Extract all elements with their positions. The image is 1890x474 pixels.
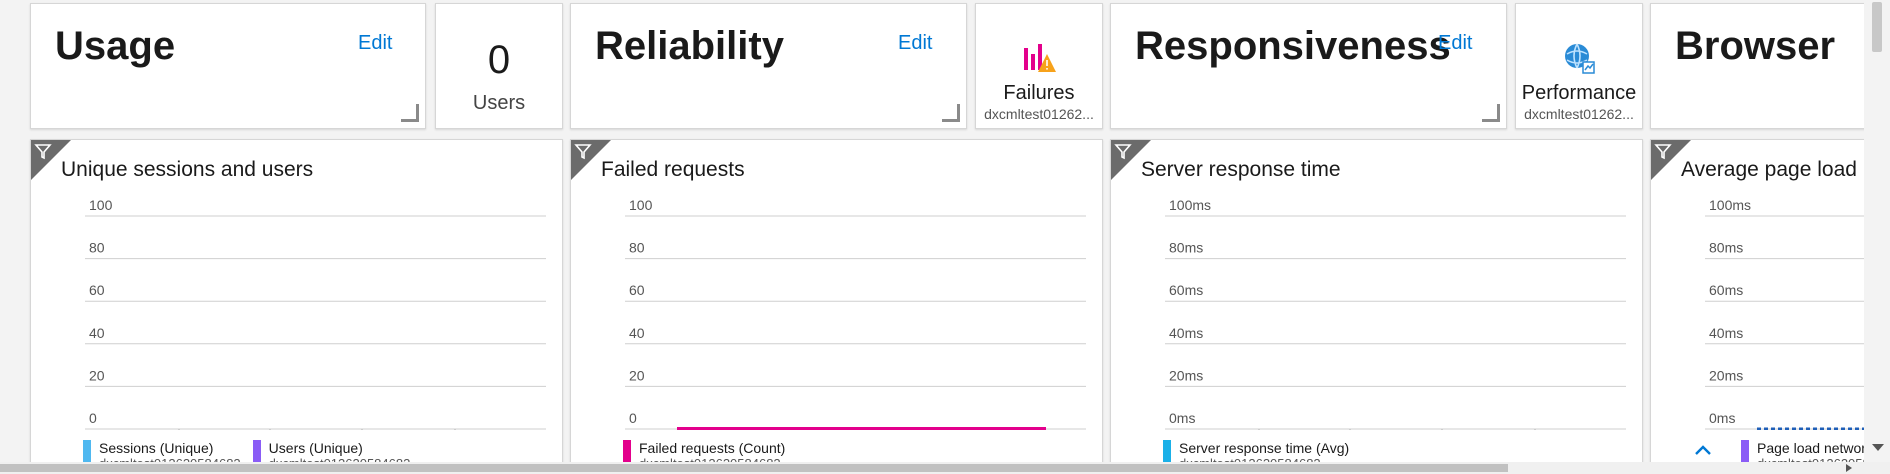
resize-handle-icon[interactable] (942, 104, 960, 122)
y-tick-label: 0 (89, 410, 97, 426)
responsiveness-edit-link[interactable]: Edit (1438, 32, 1473, 54)
performance-link-subtitle: dxcmltest01262... (1524, 106, 1634, 122)
y-tick-label: 0ms (1169, 410, 1195, 426)
responsiveness-tile: Responsiveness Edit (1110, 3, 1507, 129)
chart-tile-server[interactable]: Server response time 0ms 20ms 40ms 60ms 80ms… (1110, 139, 1643, 469)
vertical-scroll-thumb[interactable] (1872, 2, 1882, 52)
reliability-edit-link[interactable]: Edit (898, 32, 933, 54)
legend-swatch (1741, 440, 1749, 468)
chart-tile-sessions[interactable]: Unique sessions and users 0204060801006 … (30, 139, 563, 469)
chart-plot: 0204060801006 PMAug 106 AM12 PMUTC (85, 197, 546, 430)
horizontal-scrollbar[interactable] (0, 462, 1890, 474)
scroll-right-arrow-icon[interactable] (1846, 464, 1852, 472)
failures-link-title: Failures (1003, 82, 1075, 104)
failures-link-subtitle: dxcmltest01262... (984, 106, 1094, 122)
legend-swatch (623, 440, 631, 468)
y-tick-label: 40ms (1709, 325, 1743, 341)
y-tick-label: 0ms (1709, 410, 1735, 426)
reliability-tile: Reliability Edit (570, 3, 967, 129)
browser-tile: Browser (1650, 3, 1890, 129)
chart-title: Server response time (1141, 158, 1341, 181)
chart-plot: 0ms20ms40ms60ms80ms100ms6 PM (1705, 197, 1889, 430)
performance-link-tile[interactable]: Performance dxcmltest01262... (1515, 3, 1643, 129)
usage-edit-link[interactable]: Edit (358, 32, 393, 54)
legend-label: Server response time (Avg) (1179, 440, 1350, 456)
reliability-title: Reliability (595, 24, 784, 68)
y-tick-label: 100ms (1169, 197, 1211, 213)
y-tick-label: 80 (629, 240, 645, 256)
chart-tile-pageload[interactable]: Average page load 0ms 20ms 40ms 60ms 80ms 100… (1650, 139, 1890, 469)
y-tick-label: 80 (89, 240, 105, 256)
y-tick-label: 100 (629, 197, 653, 213)
y-tick-label: 60 (629, 282, 645, 298)
performance-icon (1565, 43, 1595, 74)
chevron-up-icon[interactable] (1694, 444, 1712, 456)
y-tick-label: 80ms (1169, 240, 1203, 256)
scroll-down-arrow-icon[interactable] (1872, 444, 1884, 451)
legend-label: Sessions (Unique) (99, 440, 214, 456)
legend-label: Failed requests (Count) (639, 440, 786, 456)
legend-label: Page load network (1757, 440, 1873, 456)
y-tick-label: 80ms (1709, 240, 1743, 256)
performance-link-title: Performance (1521, 82, 1637, 104)
filter-icon[interactable] (1654, 143, 1672, 161)
chart-title: Unique sessions and users (61, 158, 314, 181)
horizontal-scroll-thumb[interactable] (0, 464, 1508, 472)
y-tick-label: 60ms (1709, 282, 1743, 298)
legend-swatch (83, 440, 91, 468)
filter-icon[interactable] (34, 143, 52, 161)
y-tick-label: 60ms (1169, 282, 1203, 298)
vertical-scrollbar[interactable] (1864, 0, 1890, 462)
chart-tile-failed[interactable]: Failed requests 0204060801006 PMAug 106 … (570, 139, 1103, 469)
legend-swatch (1163, 440, 1171, 468)
users-metric-tile[interactable]: 0 Users (435, 3, 563, 129)
failures-icon (1024, 44, 1056, 72)
responsiveness-title: Responsiveness (1135, 24, 1451, 68)
y-tick-label: 60 (89, 282, 105, 298)
filter-icon[interactable] (1114, 143, 1132, 161)
users-count: 0 (487, 38, 511, 82)
resize-handle-icon[interactable] (1482, 104, 1500, 122)
y-tick-label: 40 (89, 325, 105, 341)
y-tick-label: 20ms (1169, 367, 1203, 383)
y-tick-label: 100ms (1709, 197, 1751, 213)
chart-plot: 0ms20ms40ms60ms80ms100ms6 PMAug 106 AM12… (1165, 197, 1626, 430)
chart-plot: 0204060801006 PMAug 106 AM12 PMUTC (625, 197, 1086, 430)
usage-title: Usage (55, 24, 176, 68)
usage-tile: Usage Edit (30, 3, 426, 129)
failures-link-tile[interactable]: Failures dxcmltest01262... (975, 3, 1103, 129)
y-tick-label: 20 (89, 367, 105, 383)
chart-title: Average page load (1681, 158, 1857, 181)
chart-title: Failed requests (601, 158, 745, 181)
resize-handle-icon[interactable] (401, 104, 419, 122)
y-tick-label: 40ms (1169, 325, 1203, 341)
users-label: Users (472, 92, 526, 114)
y-tick-label: 20 (629, 367, 645, 383)
legend-swatch (252, 440, 261, 468)
y-tick-label: 0 (629, 410, 637, 426)
y-tick-label: 20ms (1709, 367, 1743, 383)
legend-label: Users (Unique) (268, 440, 363, 456)
y-tick-label: 100 (89, 197, 113, 213)
browser-title: Browser (1675, 24, 1836, 68)
filter-icon[interactable] (574, 143, 592, 161)
y-tick-label: 40 (629, 325, 645, 341)
